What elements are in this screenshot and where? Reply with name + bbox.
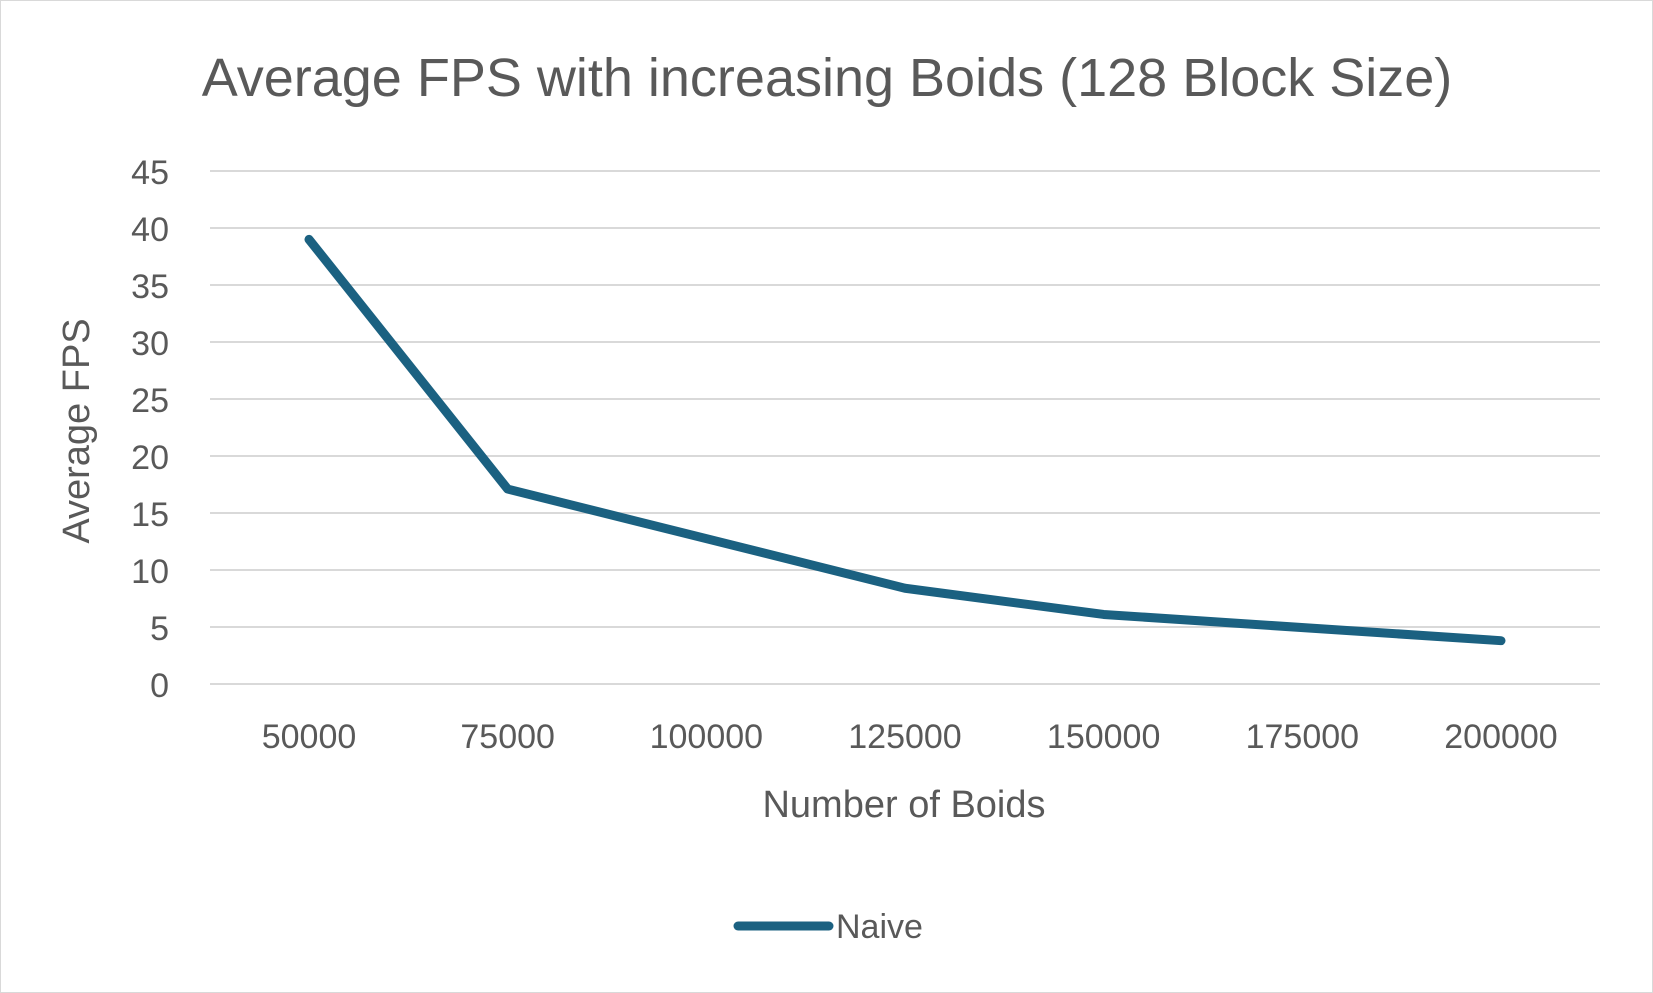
y-tick-label: 35 — [131, 268, 169, 306]
y-tick-label: 20 — [131, 439, 169, 477]
x-tick-label: 50000 — [262, 718, 357, 756]
y-tick-label: 40 — [131, 211, 169, 249]
y-tick-label: 15 — [131, 496, 169, 534]
x-tick-label: 175000 — [1246, 718, 1359, 756]
series-layer — [304, 234, 1506, 646]
x-axis-tick-labels: 50000 75000 100000 125000 150000 175000 200000 — [262, 718, 1558, 756]
y-tick-label: 25 — [131, 382, 169, 420]
y-tick-label: 30 — [131, 325, 169, 363]
x-tick-label: 150000 — [1047, 718, 1160, 756]
series-line-naive — [304, 234, 1506, 646]
x-tick-label: 200000 — [1444, 718, 1557, 756]
x-axis-label: Number of Boids — [762, 784, 1045, 826]
x-tick-label: 100000 — [650, 718, 763, 756]
y-tick-label: 5 — [150, 610, 169, 648]
y-tick-label: 45 — [131, 154, 169, 192]
x-tick-label: 75000 — [460, 718, 555, 756]
y-axis-label: Average FPS — [56, 318, 98, 543]
legend: Naive — [733, 908, 923, 946]
y-tick-label: 0 — [150, 667, 169, 705]
y-axis-tick-labels: 0 5 10 15 20 25 30 35 40 45 — [131, 154, 169, 705]
x-tick-label: 125000 — [848, 718, 961, 756]
chart-title: Average FPS with increasing Boids (128 B… — [202, 48, 1453, 108]
y-tick-label: 10 — [131, 553, 169, 591]
y-gridlines — [210, 170, 1600, 685]
legend-label-naive: Naive — [836, 908, 923, 946]
